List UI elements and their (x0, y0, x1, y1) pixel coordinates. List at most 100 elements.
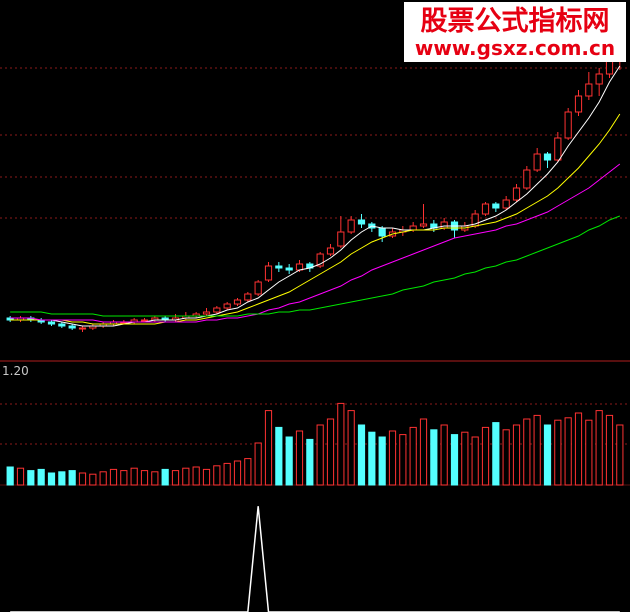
candle-body (492, 203, 500, 209)
candle-body (68, 325, 76, 329)
volume-bar (213, 465, 221, 486)
volume-bar (399, 434, 407, 486)
volume-bar (502, 429, 510, 486)
volume-bar (430, 429, 438, 486)
indicator-label: 1.20 (2, 364, 29, 378)
candle-body (244, 293, 252, 301)
volume-bar (347, 410, 355, 486)
candle-body (512, 187, 521, 201)
candle-body (440, 221, 448, 229)
volume-bar (285, 436, 293, 486)
volume-bar (6, 466, 14, 486)
candle-body (58, 323, 66, 327)
volume-bar (337, 402, 345, 486)
volume-bar (409, 426, 417, 486)
candle-body (264, 265, 273, 281)
volume-bar (223, 462, 231, 486)
volume-bar (68, 470, 76, 486)
candle-body (337, 231, 345, 247)
volume-bar (461, 431, 469, 486)
candle-body (378, 227, 386, 237)
volume-bar (37, 468, 45, 486)
candle-body (419, 223, 428, 227)
candle-body (233, 299, 242, 305)
volume-bar (378, 436, 386, 486)
volume-bar (450, 434, 459, 486)
volume-bar (89, 473, 97, 486)
candle-body (140, 319, 149, 322)
volume-bar (316, 424, 324, 486)
candle-body (275, 265, 283, 269)
volume-bar (130, 467, 138, 486)
volume-bar (109, 468, 118, 486)
volume-bar (244, 458, 252, 486)
candle-body (564, 111, 572, 139)
volume-bar (523, 418, 531, 486)
candle-body (533, 153, 541, 171)
candle-body (285, 267, 293, 271)
candle-body (585, 83, 593, 97)
candle-body (595, 73, 603, 85)
volume-bar (78, 472, 87, 486)
volume-bar (171, 470, 180, 486)
candle-body (409, 225, 417, 231)
volume-bar (471, 436, 479, 486)
candle-body (347, 219, 355, 233)
candle-body (357, 219, 366, 225)
volume-bar (492, 422, 500, 486)
volume-bar (419, 418, 428, 486)
volume-bar (295, 430, 304, 486)
candle-body (6, 317, 14, 321)
volume-bar (440, 424, 448, 486)
candle-body (554, 137, 562, 161)
volume-bar (574, 412, 583, 486)
volume-bar (306, 438, 314, 486)
volume-bar (140, 470, 149, 486)
volume-bar (616, 424, 624, 486)
volume-bar (605, 414, 614, 486)
candle-body (326, 247, 335, 255)
volume-bar (264, 410, 273, 486)
volume-bar (275, 426, 283, 486)
volume-bar (16, 467, 25, 486)
candle-body (78, 327, 87, 330)
volume-bar (533, 414, 541, 486)
candle-body (254, 281, 262, 295)
volume-bar (161, 468, 169, 486)
candle-body (213, 307, 221, 313)
volume-bar (388, 430, 397, 486)
volume-bar (595, 410, 603, 486)
volume-bar (481, 426, 490, 486)
candle-body (223, 303, 231, 309)
candle-body (523, 169, 531, 189)
plot (6, 16, 624, 612)
volume-bar (47, 472, 56, 486)
volume-bar (326, 418, 335, 486)
watermark-box (404, 2, 626, 62)
volume-bar (151, 471, 159, 486)
candle-body (202, 311, 211, 315)
candle-body (502, 199, 510, 209)
volume-bar (27, 470, 35, 486)
volume-bar (543, 424, 552, 486)
volume-bar (368, 431, 376, 486)
volume-bar (99, 471, 107, 486)
volume-bar (233, 460, 242, 486)
volume-bar (357, 424, 366, 486)
volume-bar (512, 424, 521, 486)
ma-line (10, 163, 621, 323)
ma-line (10, 113, 621, 325)
candle-body (47, 321, 56, 325)
volume-bar (192, 466, 200, 486)
ma-line (10, 65, 621, 327)
volume-bar (585, 419, 593, 486)
candle-body (574, 95, 583, 113)
watermark-title: 股票公式指标网 (421, 6, 610, 37)
volume-bar (202, 468, 211, 486)
candle-body (543, 153, 552, 161)
volume-bar (564, 417, 572, 486)
watermark-url: www.gsxz.com.cn (415, 36, 615, 60)
volume-bar (182, 467, 190, 486)
